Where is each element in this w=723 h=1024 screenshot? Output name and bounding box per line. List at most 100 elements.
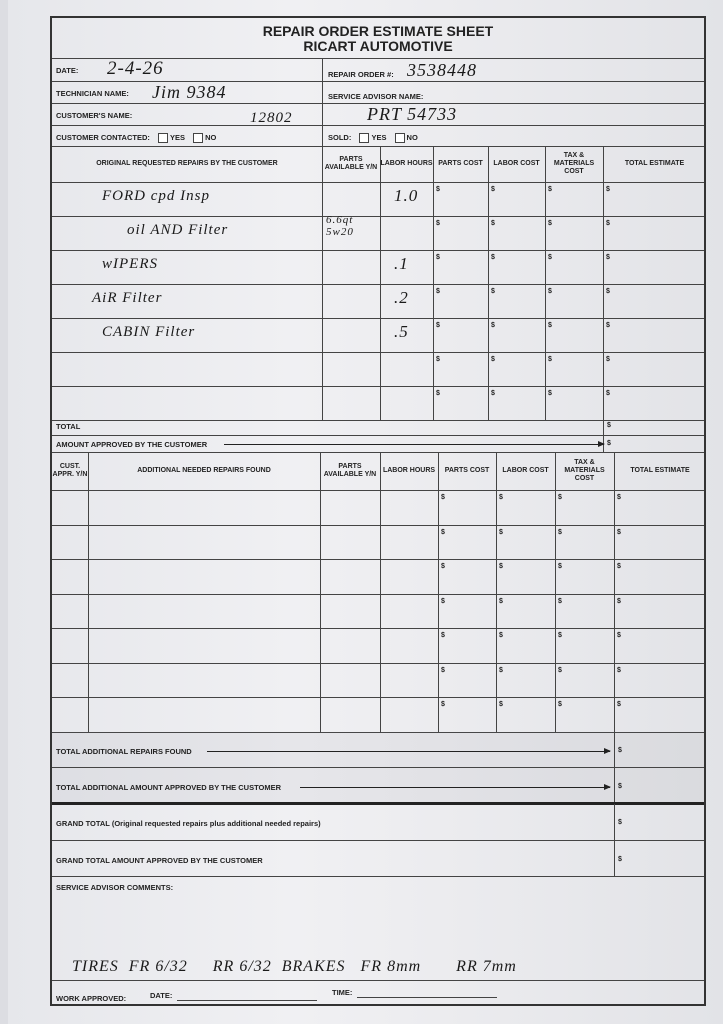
repair-description[interactable]: AiR Filter xyxy=(92,290,163,306)
currency-symbol: $ xyxy=(617,632,621,639)
column-header: LABOR COST xyxy=(493,160,540,167)
column-divider xyxy=(603,146,604,420)
currency-symbol: $ xyxy=(606,390,610,397)
date-field[interactable]: 2-4-26 xyxy=(107,58,164,79)
column-header: PARTS COST xyxy=(438,160,483,167)
repair-description[interactable]: CABIN Filter xyxy=(102,324,196,340)
currency-symbol: $ xyxy=(441,528,445,536)
column-divider xyxy=(496,452,497,732)
customer-field[interactable]: 12802 xyxy=(250,110,293,126)
currency-symbol: $ xyxy=(499,528,503,536)
currency-symbol: $ xyxy=(618,783,622,790)
paper-sheet: REPAIR ORDER ESTIMATE SHEET RICART AUTOM… xyxy=(8,0,723,1024)
row-divider xyxy=(52,662,704,664)
currency-symbol: $ xyxy=(606,322,610,329)
technician-label: TECHNICIAN NAME: xyxy=(56,89,129,98)
row-divider xyxy=(52,250,704,251)
currency-symbol: $ xyxy=(548,390,552,397)
currency-symbol: $ xyxy=(441,597,445,605)
repair-order-label: REPAIR ORDER #: xyxy=(328,70,394,79)
currency-symbol: $ xyxy=(491,288,495,295)
labor-hours[interactable]: .2 xyxy=(394,288,409,307)
contacted-yes-checkbox[interactable] xyxy=(157,133,168,144)
header-divider xyxy=(52,490,704,491)
currency-symbol: $ xyxy=(548,322,552,329)
sold-label: SOLD: YES NO xyxy=(328,133,418,144)
amount-approved-label: AMOUNT APPROVED BY THE CUSTOMER xyxy=(56,440,208,449)
currency-symbol: $ xyxy=(558,528,562,536)
column-divider xyxy=(433,146,434,420)
currency-symbol: $ xyxy=(499,632,503,639)
currency-symbol: $ xyxy=(491,254,495,261)
sold-no-checkbox[interactable] xyxy=(394,133,405,144)
currency-symbol: $ xyxy=(548,186,552,193)
currency-symbol: $ xyxy=(499,666,503,674)
row-divider xyxy=(52,216,704,217)
currency-symbol: $ xyxy=(441,632,445,639)
contacted-no-checkbox[interactable] xyxy=(193,133,204,144)
column-header: TOTAL ESTIMATE xyxy=(630,467,690,474)
sold-text: SOLD: xyxy=(328,133,352,142)
arrow-icon xyxy=(207,748,611,754)
row-divider xyxy=(52,452,704,453)
row-divider xyxy=(52,731,704,733)
currency-symbol: $ xyxy=(558,597,562,605)
arrow-icon xyxy=(300,784,611,790)
column-header: LABOR COST xyxy=(502,467,549,474)
company-name: RICART AUTOMOTIVE xyxy=(303,38,453,54)
repair-description[interactable]: wIPERS xyxy=(102,256,158,272)
row-divider xyxy=(52,386,704,387)
currency-symbol: $ xyxy=(548,356,552,363)
service-advisor-field[interactable]: PRT 54733 xyxy=(367,104,458,124)
repair-order-form: REPAIR ORDER ESTIMATE SHEET RICART AUTOM… xyxy=(50,16,706,1006)
column-header: ORIGINAL REQUESTED REPAIRS BY THE CUSTOM… xyxy=(96,160,278,167)
repair-order-field[interactable]: 3538448 xyxy=(407,60,477,80)
currency-symbol: $ xyxy=(491,356,495,363)
currency-symbol: $ xyxy=(558,666,562,674)
row-divider xyxy=(52,524,704,526)
column-divider xyxy=(380,452,381,732)
currency-symbol: $ xyxy=(499,701,503,708)
no-label: NO xyxy=(205,133,217,142)
technician-field[interactable]: Jim 9384 xyxy=(152,82,227,102)
parts-available[interactable]: 6.6qt 5w20 xyxy=(326,214,354,238)
customer-label: CUSTOMER'S NAME: xyxy=(56,111,133,120)
currency-symbol: $ xyxy=(436,288,440,295)
column-divider xyxy=(438,452,439,732)
yes-label: YES xyxy=(371,133,387,142)
currency-symbol: $ xyxy=(618,856,622,863)
repair-description[interactable]: oil AND Filter xyxy=(127,222,229,238)
work-approved-date-line[interactable] xyxy=(177,1000,317,1001)
currency-symbol: $ xyxy=(436,220,440,227)
currency-symbol: $ xyxy=(558,701,562,708)
labor-hours[interactable]: .1 xyxy=(394,254,409,273)
grand-total-label: GRAND TOTAL (Original requested repairs … xyxy=(56,819,321,828)
customer-contacted-text: CUSTOMER CONTACTED: xyxy=(56,133,150,142)
column-header: TAX & MATERIALS COST xyxy=(553,152,595,175)
repair-description[interactable]: FORD cpd Insp xyxy=(102,188,210,204)
currency-symbol: $ xyxy=(436,186,440,193)
currency-symbol: $ xyxy=(491,220,495,227)
row-divider xyxy=(52,420,704,421)
currency-symbol: $ xyxy=(606,356,610,363)
column-divider xyxy=(614,452,615,732)
column-header: PARTS AVAILABLE Y/N xyxy=(324,156,378,171)
column-header: ADDITIONAL NEEDED REPAIRS FOUND xyxy=(137,467,271,474)
labor-hours[interactable]: .5 xyxy=(394,322,409,341)
currency-symbol: $ xyxy=(436,356,440,363)
currency-symbol: $ xyxy=(606,288,610,295)
row-divider xyxy=(52,559,704,560)
labor-hours[interactable]: 1.0 xyxy=(394,186,419,205)
row-divider xyxy=(52,318,704,319)
currency-symbol: $ xyxy=(558,563,562,570)
sold-yes-checkbox[interactable] xyxy=(359,133,370,144)
work-approved-time-line[interactable] xyxy=(357,997,497,998)
column-divider xyxy=(545,146,546,420)
currency-symbol: $ xyxy=(606,220,610,227)
currency-symbol: $ xyxy=(436,390,440,397)
currency-symbol: $ xyxy=(618,747,622,754)
currency-symbol: $ xyxy=(491,322,495,329)
comments-field[interactable]: TIRES FR 6/32 RR 6/32 BRAKES FR 8mm RR 7… xyxy=(72,958,517,975)
column-header: TOTAL ESTIMATE xyxy=(624,160,685,167)
currency-symbol: $ xyxy=(607,422,611,429)
